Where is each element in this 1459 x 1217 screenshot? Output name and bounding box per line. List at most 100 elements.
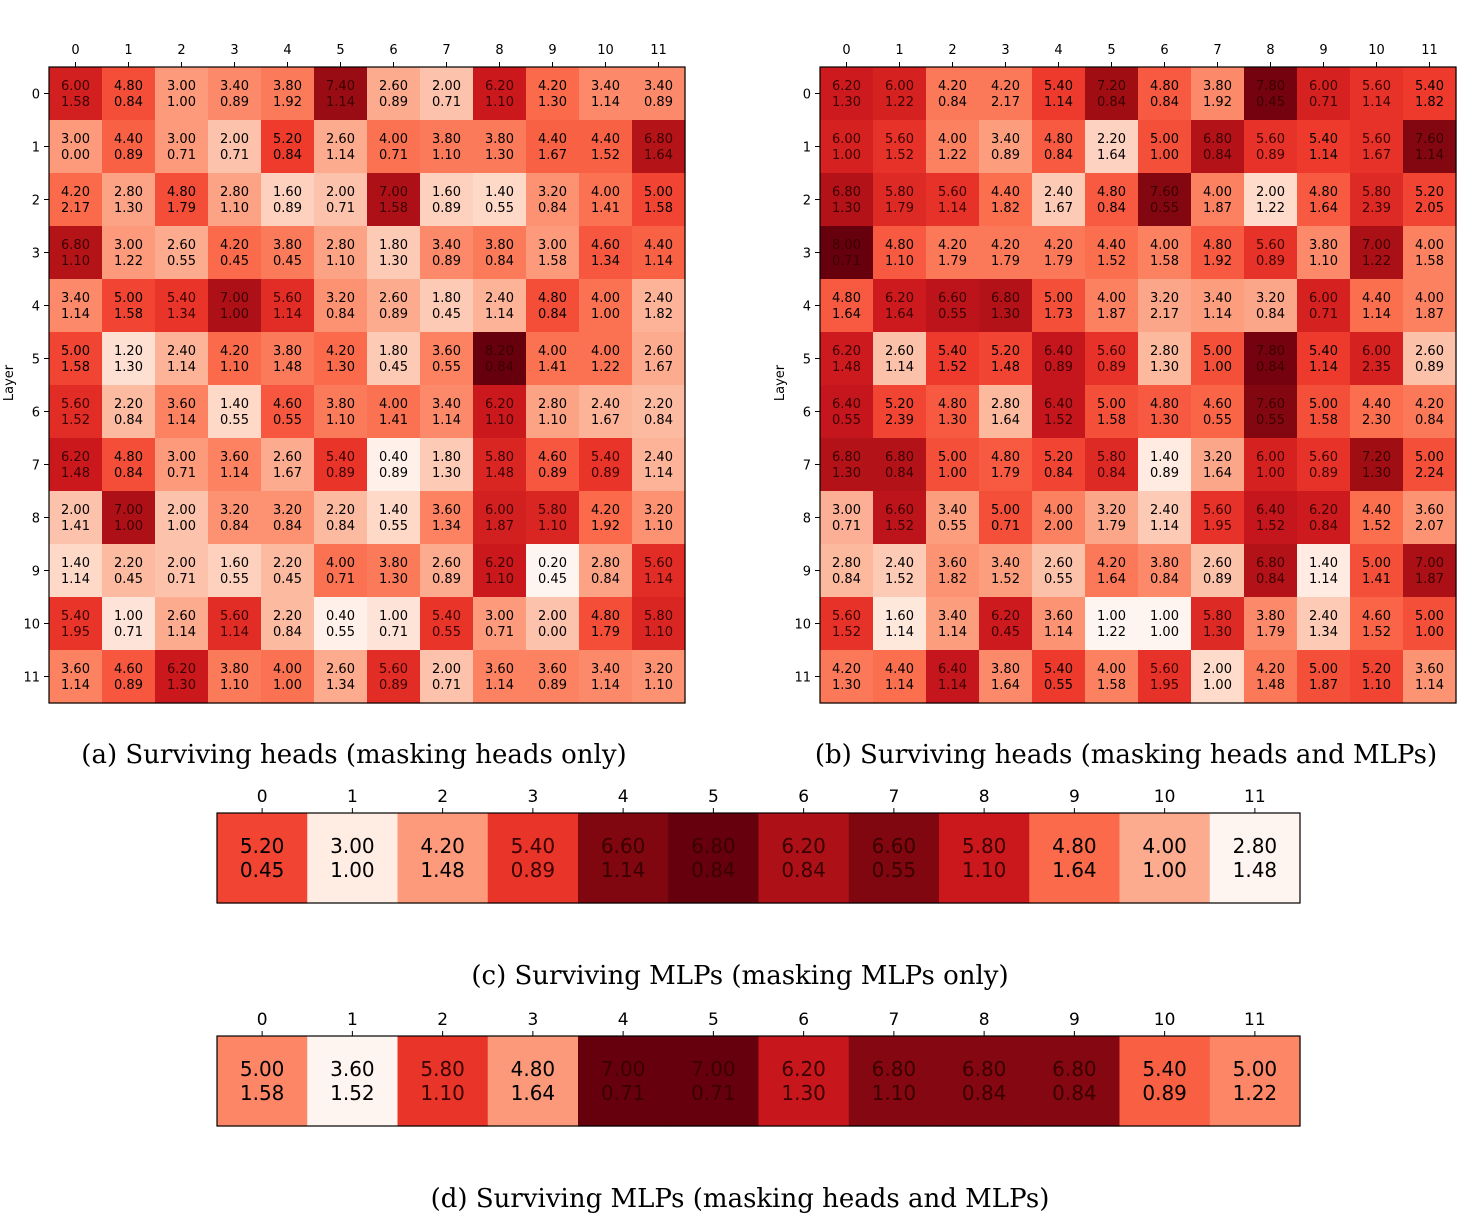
heatmap-cell: [473, 120, 527, 174]
heatmap-cell: [820, 438, 874, 492]
cell-std-label: 1.52: [885, 519, 914, 534]
heatmap-cell: [314, 597, 368, 651]
cell-std-label: 0.89: [114, 678, 143, 693]
x-tick-label: 7: [442, 43, 450, 58]
cell-mean-label: 6.80: [872, 1057, 917, 1081]
cell-mean-label: 5.40: [326, 450, 355, 465]
cell-mean-label: 3.00: [330, 834, 375, 858]
heatmap-cell: [926, 67, 980, 121]
cell-std-label: 1.30: [832, 466, 861, 481]
cell-std-label: 1.64: [1052, 858, 1097, 882]
heatmap-cell: [1191, 385, 1245, 439]
heatmap-cell: [848, 1036, 940, 1127]
heatmap-cell: [1032, 597, 1086, 651]
y-tick-label: 6: [803, 406, 811, 421]
heatmap-d: 5.001.583.601.525.801.104.801.647.000.71…: [216, 1010, 1301, 1127]
heatmap-cell: [668, 813, 760, 904]
heatmap-cell: [1029, 1036, 1121, 1127]
cell-std-label: 1.52: [832, 625, 861, 640]
cell-std-label: 0.89: [1309, 466, 1338, 481]
cell-std-label: 1.41: [61, 519, 90, 534]
heatmap-cell: [314, 491, 368, 545]
heatmap-cell: [979, 279, 1033, 333]
heatmap-cell: [1350, 385, 1404, 439]
cell-std-label: 1.67: [1362, 148, 1391, 163]
cell-mean-label: 1.60: [432, 185, 461, 200]
cell-mean-label: 3.20: [220, 503, 249, 518]
heatmap-cell: [873, 226, 927, 280]
cell-std-label: 0.71: [432, 95, 461, 110]
heatmap-cell: [473, 385, 527, 439]
cell-std-label: 0.84: [1415, 413, 1444, 428]
cell-std-label: 0.45: [379, 360, 408, 375]
cell-mean-label: 7.20: [1362, 450, 1391, 465]
caption-c: (c) Surviving MLPs (masking MLPs only): [471, 961, 1008, 991]
cell-std-label: 1.30: [832, 678, 861, 693]
heatmap-cell: [208, 67, 262, 121]
cell-std-label: 0.71: [167, 148, 196, 163]
heatmap-cell: [632, 226, 686, 280]
cell-std-label: 2.17: [991, 95, 1020, 110]
cell-mean-label: 5.00: [1097, 397, 1126, 412]
cell-std-label: 0.71: [691, 1081, 736, 1105]
heatmap-cell: [307, 1036, 399, 1127]
heatmap-cell: [473, 279, 527, 333]
cell-mean-label: 5.40: [1309, 344, 1338, 359]
y-tick-label: 4: [803, 300, 811, 315]
heatmap-cell: [261, 67, 315, 121]
cell-mean-label: 4.40: [1362, 291, 1391, 306]
cell-mean-label: 4.00: [1203, 185, 1232, 200]
cell-mean-label: 5.60: [644, 556, 673, 571]
x-tick-label: 4: [618, 787, 629, 807]
cell-std-label: 1.00: [330, 858, 375, 882]
cell-std-label: 1.14: [644, 254, 673, 269]
cell-std-label: 1.22: [114, 254, 143, 269]
cell-std-label: 1.48: [1233, 858, 1278, 882]
cell-mean-label: 4.00: [1415, 291, 1444, 306]
heatmap-cell: [1138, 597, 1192, 651]
cell-mean-label: 4.80: [511, 1057, 556, 1081]
cell-mean-label: 3.20: [1203, 450, 1232, 465]
cell-mean-label: 4.20: [61, 185, 90, 200]
heatmap-cell: [926, 226, 980, 280]
cell-std-label: 0.45: [538, 572, 567, 587]
cell-std-label: 1.64: [832, 307, 861, 322]
cell-std-label: 0.89: [511, 858, 556, 882]
heatmap-cell: [473, 67, 527, 121]
y-tick-label: 9: [32, 565, 40, 580]
heatmap-cell: [307, 813, 399, 904]
heatmap-cell: [1085, 67, 1139, 121]
heatmap-cell: [820, 279, 874, 333]
cell-std-label: 0.55: [1150, 201, 1179, 216]
cell-mean-label: 6.20: [885, 291, 914, 306]
cell-std-label: 0.84: [1044, 148, 1073, 163]
y-tick-label: 5: [32, 353, 40, 368]
cell-std-label: 1.22: [1233, 1081, 1278, 1105]
y-tick-label: 8: [32, 512, 40, 527]
cell-mean-label: 2.20: [644, 397, 673, 412]
cell-mean-label: 4.40: [1097, 238, 1126, 253]
heatmap-cell: [155, 226, 209, 280]
heatmap-cell: [1244, 67, 1298, 121]
cell-mean-label: 4.20: [220, 344, 249, 359]
cell-std-label: 1.64: [1097, 572, 1126, 587]
y-tick-label: 8: [803, 512, 811, 527]
cell-mean-label: 3.20: [1256, 291, 1285, 306]
cell-mean-label: 6.60: [885, 503, 914, 518]
heatmap-cell: [1403, 491, 1457, 545]
cell-std-label: 1.48: [420, 858, 465, 882]
cell-std-label: 1.58: [1097, 678, 1126, 693]
cell-std-label: 1.87: [1309, 678, 1338, 693]
cell-mean-label: 5.40: [938, 344, 967, 359]
cell-std-label: 1.48: [61, 466, 90, 481]
cell-std-label: 0.55: [485, 201, 514, 216]
cell-std-label: 1.14: [885, 360, 914, 375]
cell-std-label: 1.48: [485, 466, 514, 481]
y-tick-label: 10: [23, 618, 40, 633]
cell-mean-label: 4.60: [273, 397, 302, 412]
heatmap-cell: [1032, 650, 1086, 704]
cell-std-label: 0.71: [991, 519, 1020, 534]
cell-std-label: 2.30: [1362, 413, 1391, 428]
cell-mean-label: 3.40: [938, 503, 967, 518]
cell-std-label: 1.82: [1415, 95, 1444, 110]
